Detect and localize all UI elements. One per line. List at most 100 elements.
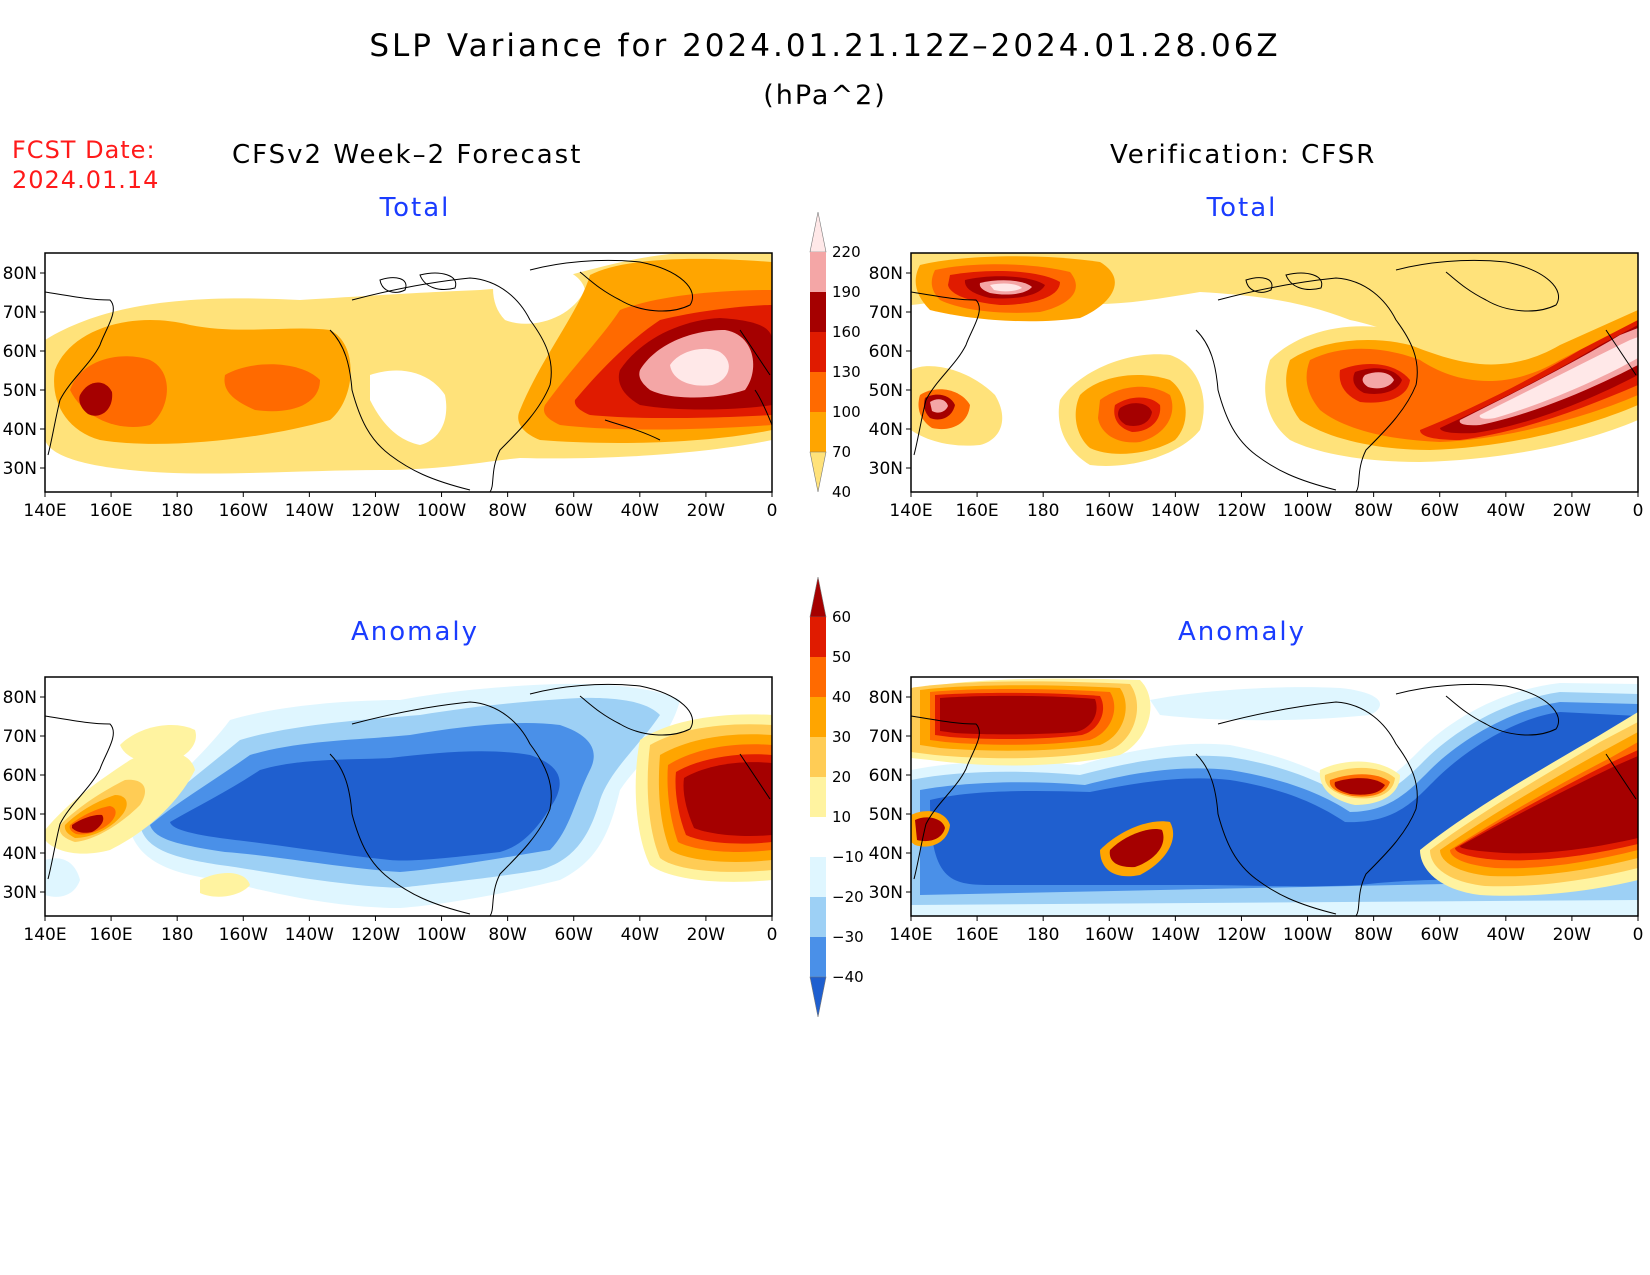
lon-tick-label: 60W <box>1421 501 1460 521</box>
colorbar-label: −10 <box>832 848 864 866</box>
lon-tick-label: 120W <box>351 925 400 945</box>
colorbar-label: 40 <box>832 483 851 501</box>
lon-tick-label: 20W <box>1553 925 1592 945</box>
lon-tick-label: 140W <box>285 501 334 521</box>
colorbar-label: 10 <box>832 808 851 826</box>
verification-total-title: Total <box>1206 193 1278 223</box>
lat-tick-label: 70N <box>3 303 37 323</box>
shade-160 <box>79 382 113 416</box>
lat-tick-label: 30N <box>869 459 903 479</box>
shade-pos60 <box>683 762 772 837</box>
shade-pos60 <box>915 817 945 842</box>
shade-40-hole <box>370 370 447 445</box>
colorbar-segment <box>810 937 826 977</box>
fcst-date-label: FCST Date: <box>12 136 156 164</box>
colorbar-bottom-arrow <box>809 976 827 1018</box>
colorbar-top-arrow <box>809 576 827 618</box>
colorbar-label: 190 <box>832 283 861 301</box>
shade-neg40 <box>170 751 560 861</box>
lon-tick-label: 140E <box>23 925 66 945</box>
lat-tick-label: 50N <box>869 381 903 401</box>
lon-tick-label: 180 <box>161 501 193 521</box>
lon-tick-label: 0 <box>767 925 778 945</box>
lat-tick-label: 30N <box>869 883 903 903</box>
colorbar-segment <box>810 412 826 452</box>
lon-tick-label: 160E <box>89 925 132 945</box>
lat-tick-label: 60N <box>3 342 37 362</box>
colorbar-label: −30 <box>832 928 864 946</box>
fcst-date-value: 2024.01.14 <box>12 166 160 194</box>
colorbar-label: −40 <box>832 968 864 986</box>
colorbar-label: 220 <box>832 243 861 261</box>
lon-tick-label: 180 <box>1027 501 1059 521</box>
colorbar-anomaly: 60 50 40 30 20 10 −10 −20 −30 −40 <box>809 576 864 1018</box>
lat-tick-label: 60N <box>869 766 903 786</box>
colorbar-segment <box>810 857 826 897</box>
lat-tick-label: 40N <box>869 844 903 864</box>
colorbar-label: 100 <box>832 403 861 421</box>
lat-tick-label: 40N <box>869 420 903 440</box>
lon-tick-label: 120W <box>351 501 400 521</box>
lon-tick-label: 80W <box>1354 501 1393 521</box>
lat-tick-label: 30N <box>3 883 37 903</box>
shade-220 <box>990 283 1022 292</box>
lon-tick-label: 140W <box>1151 501 1200 521</box>
colorbar-label: 160 <box>832 323 861 341</box>
lon-tick-label: 0 <box>1633 925 1644 945</box>
lon-tick-label: 160W <box>219 501 268 521</box>
lon-tick-label: 60W <box>555 925 594 945</box>
forecast-column-title: CFSv2 Week–2 Forecast <box>232 140 583 170</box>
colorbar-segment <box>810 817 826 857</box>
lat-tick-label: 80N <box>869 264 903 284</box>
lat-tick-label: 60N <box>869 342 903 362</box>
shade-160 <box>1118 403 1152 426</box>
lon-tick-label: 80W <box>488 925 527 945</box>
lon-tick-label: 40W <box>621 925 660 945</box>
verification-anomaly-map <box>910 676 1639 917</box>
lat-tick-label: 50N <box>3 805 37 825</box>
main-title: SLP Variance for 2024.01.21.12Z–2024.01.… <box>369 28 1281 64</box>
lat-tick-label: 50N <box>869 805 903 825</box>
colorbar-label: −20 <box>832 888 864 906</box>
lat-tick-label: 30N <box>3 459 37 479</box>
verification-anomaly-title: Anomaly <box>1177 617 1307 647</box>
lat-tick-label: 50N <box>3 381 37 401</box>
colorbar-segment <box>810 697 826 737</box>
shade-190 <box>930 399 948 413</box>
lon-tick-label: 100W <box>1283 501 1332 521</box>
lat-tick-label: 40N <box>3 420 37 440</box>
shade-190 <box>1459 328 1638 426</box>
colorbar-label: 130 <box>832 363 861 381</box>
colorbar-segment <box>810 617 826 657</box>
lon-tick-label: 40W <box>1487 925 1526 945</box>
lon-tick-label: 80W <box>1354 925 1393 945</box>
lon-tick-label: 140E <box>889 925 932 945</box>
lat-tick-label: 80N <box>3 688 37 708</box>
lat-tick-label: 70N <box>869 303 903 323</box>
shade-pos60 <box>1460 756 1638 854</box>
lon-tick-label: 140W <box>1151 925 1200 945</box>
lon-tick-label: 40W <box>1487 501 1526 521</box>
lon-tick-label: 140W <box>285 925 334 945</box>
lon-tick-label: 0 <box>767 501 778 521</box>
lon-tick-label: 120W <box>1217 501 1266 521</box>
lat-tick-label: 80N <box>3 264 37 284</box>
forecast-total-title: Total <box>379 193 451 223</box>
lon-tick-label: 180 <box>1027 925 1059 945</box>
colorbar-segment <box>810 897 826 937</box>
lon-tick-label: 100W <box>417 501 466 521</box>
axis-labels: 140E 160E 180 160W 140W 120W 100W 80W 60W 40W 20W 0… <box>3 264 1644 945</box>
lat-tick-label: 70N <box>869 727 903 747</box>
lon-tick-label: 60W <box>1421 925 1460 945</box>
lat-tick-label: 40N <box>3 844 37 864</box>
shade-pos60 <box>72 814 104 833</box>
shade-neg10 <box>1150 687 1380 721</box>
shade-220 <box>1479 337 1638 419</box>
lon-tick-label: 160E <box>955 501 998 521</box>
colorbar-segment <box>810 292 826 332</box>
lat-tick-label: 80N <box>869 688 903 708</box>
lat-tick-label: 60N <box>3 766 37 786</box>
forecast-anomaly-title: Anomaly <box>350 617 480 647</box>
colorbar-label: 50 <box>832 648 851 666</box>
